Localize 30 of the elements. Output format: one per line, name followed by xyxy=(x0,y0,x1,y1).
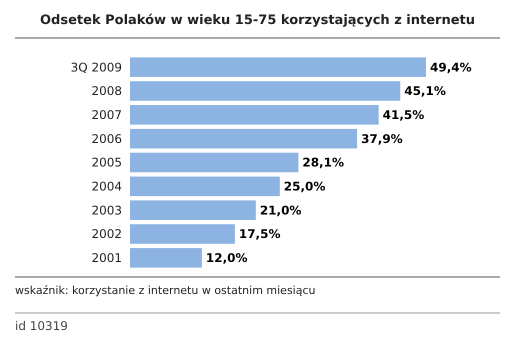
y-tick-label: 2004 xyxy=(91,180,122,194)
y-tick-label: 2001 xyxy=(91,251,122,266)
bar xyxy=(130,57,426,77)
data-label: 25,0% xyxy=(284,180,326,194)
bar xyxy=(130,128,358,148)
data-label: 28,1% xyxy=(302,156,344,170)
bar xyxy=(130,81,400,101)
y-tick-label: 2002 xyxy=(91,227,122,242)
data-label: 45,1% xyxy=(404,84,446,98)
data-label: 49,4% xyxy=(430,60,472,74)
chart-title: Odsetek Polaków w wieku 15-75 korzystających z internetu xyxy=(40,13,475,28)
y-tick-label: 2006 xyxy=(91,132,122,146)
data-label: 17,5% xyxy=(238,227,280,242)
y-tick-label: 2008 xyxy=(91,84,122,98)
y-tick-label: 2005 xyxy=(91,156,122,170)
bar xyxy=(130,200,256,220)
data-label: 12,0% xyxy=(206,251,248,266)
data-label: 41,5% xyxy=(382,108,424,122)
data-label: 21,0% xyxy=(260,203,302,218)
bar xyxy=(130,152,298,172)
bar xyxy=(130,105,379,125)
bar xyxy=(130,176,280,196)
y-tick-label: 2003 xyxy=(91,203,122,218)
bar xyxy=(130,224,235,244)
y-tick-label: 2007 xyxy=(91,108,122,122)
y-tick-label: 3Q 2009 xyxy=(70,60,122,74)
data-label: 37,9% xyxy=(361,132,403,146)
bar xyxy=(130,248,202,268)
text: wskaźnik: korzystanie z internetu w ostatnim miesiącu xyxy=(15,284,316,297)
text: id 10319 xyxy=(15,319,68,333)
